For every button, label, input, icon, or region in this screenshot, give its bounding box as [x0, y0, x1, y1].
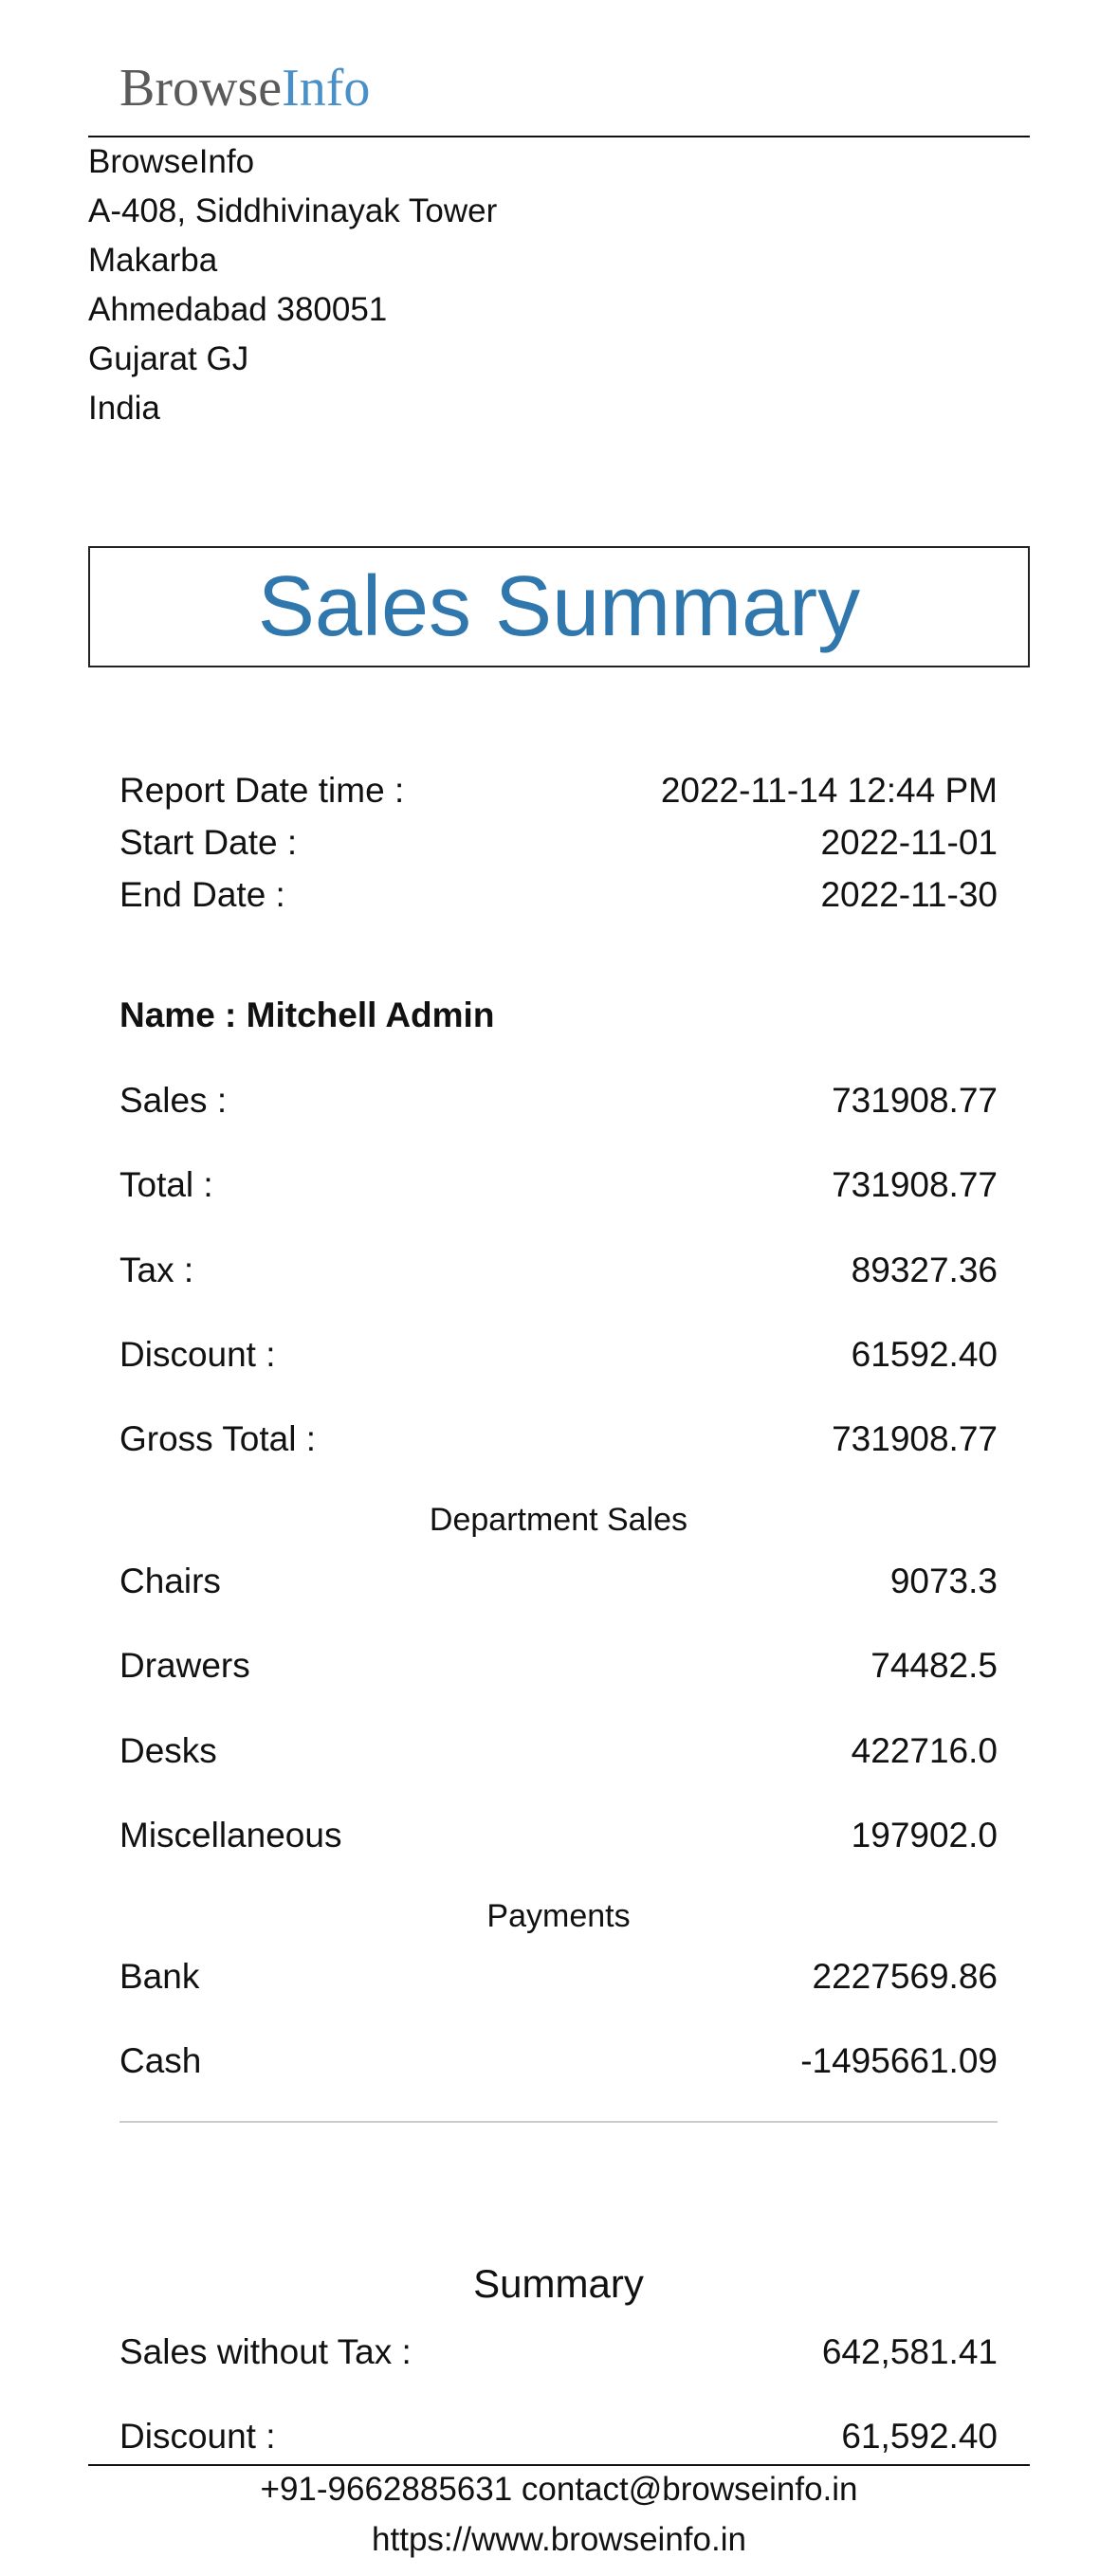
row-label: Tax :: [119, 1251, 194, 1289]
logo-text-primary: Browse: [119, 59, 283, 118]
row-value: 2022-11-01: [820, 823, 998, 862]
company-logo: BrowseInfo: [119, 55, 370, 121]
address-line: India: [88, 390, 160, 427]
row-value: 61592.40: [851, 1335, 998, 1374]
end-date-row: End Date : 2022-11-30: [119, 873, 998, 917]
name-label: Name :: [119, 996, 237, 1034]
department-sales-heading: Department Sales: [429, 1502, 688, 1538]
row-label: Report Date time :: [119, 771, 405, 810]
sales-row: Sales : 731908.77: [119, 1079, 998, 1123]
payments-heading: Payments: [486, 1898, 631, 1934]
payment-row: Bank 2227569.86: [119, 1955, 998, 1999]
address-line: Gujarat GJ: [88, 340, 249, 377]
address-line: Ahmedabad 380051: [88, 291, 388, 328]
row-label: Desks: [119, 1731, 217, 1770]
row-label: Sales without Tax :: [119, 2332, 412, 2371]
summary-discount-row: Discount : 61,592.40: [119, 2415, 998, 2458]
department-row: Chairs 9073.3: [119, 1560, 998, 1603]
row-value: 74482.5: [871, 1646, 998, 1685]
row-value: 642,581.41: [821, 2332, 998, 2371]
department-row: Desks 422716.0: [119, 1729, 998, 1773]
row-label: Bank: [119, 1957, 200, 1996]
section-divider: [119, 2121, 998, 2123]
row-label: Discount :: [119, 2417, 276, 2456]
row-label: Chairs: [119, 1562, 221, 1600]
total-row: Total : 731908.77: [119, 1163, 998, 1207]
row-label: Total :: [119, 1165, 213, 1204]
header-divider: [88, 136, 1030, 137]
row-label: Discount :: [119, 1335, 276, 1374]
row-value: 197902.0: [851, 1816, 998, 1854]
row-value: 2022-11-30: [820, 875, 998, 914]
name-value: Mitchell Admin: [246, 996, 495, 1034]
discount-row: Discount : 61592.40: [119, 1333, 998, 1377]
footer-website: https://www.browseinfo.in: [372, 2521, 746, 2558]
salesperson-name-row: Name : Mitchell Admin: [119, 994, 494, 1037]
row-label: Start Date :: [119, 823, 298, 862]
footer-divider: [88, 2464, 1030, 2466]
gross-total-row: Gross Total : 731908.77: [119, 1417, 998, 1461]
report-datetime-row: Report Date time : 2022-11-14 12:44 PM: [119, 769, 998, 813]
address-line: A-408, Siddhivinayak Tower: [88, 192, 498, 229]
footer-contact: +91-9662885631 contact@browseinfo.in: [260, 2471, 858, 2508]
row-value: 2022-11-14 12:44 PM: [660, 771, 998, 810]
row-label: Drawers: [119, 1646, 250, 1685]
row-label: End Date :: [119, 875, 285, 914]
payment-row: Cash -1495661.09: [119, 2039, 998, 2083]
logo-text-accent: Info: [282, 59, 371, 118]
row-value: 89327.36: [851, 1251, 998, 1289]
department-row: Miscellaneous 197902.0: [119, 1814, 998, 1857]
department-row: Drawers 74482.5: [119, 1644, 998, 1688]
address-line: Makarba: [88, 242, 218, 279]
summary-heading: Summary: [473, 2261, 644, 2306]
report-title-box: Sales Summary: [88, 546, 1030, 667]
row-label: Sales :: [119, 1081, 228, 1120]
tax-row: Tax : 89327.36: [119, 1249, 998, 1292]
sales-without-tax-row: Sales without Tax : 642,581.41: [119, 2330, 998, 2374]
row-value: -1495661.09: [800, 2041, 998, 2080]
report-title: Sales Summary: [257, 559, 861, 654]
row-value: 61,592.40: [841, 2417, 998, 2456]
row-value: 2227569.86: [812, 1957, 998, 1996]
row-value: 422716.0: [851, 1731, 998, 1770]
row-label: Miscellaneous: [119, 1816, 342, 1854]
row-value: 9073.3: [889, 1562, 998, 1600]
row-label: Cash: [119, 2041, 202, 2080]
row-value: 731908.77: [832, 1081, 998, 1120]
row-value: 731908.77: [832, 1419, 998, 1458]
company-address: BrowseInfo A-408, Siddhivinayak Tower Ma…: [88, 142, 497, 438]
start-date-row: Start Date : 2022-11-01: [119, 821, 998, 865]
address-line: BrowseInfo: [88, 143, 255, 180]
row-label: Gross Total :: [119, 1419, 317, 1458]
row-value: 731908.77: [832, 1165, 998, 1204]
